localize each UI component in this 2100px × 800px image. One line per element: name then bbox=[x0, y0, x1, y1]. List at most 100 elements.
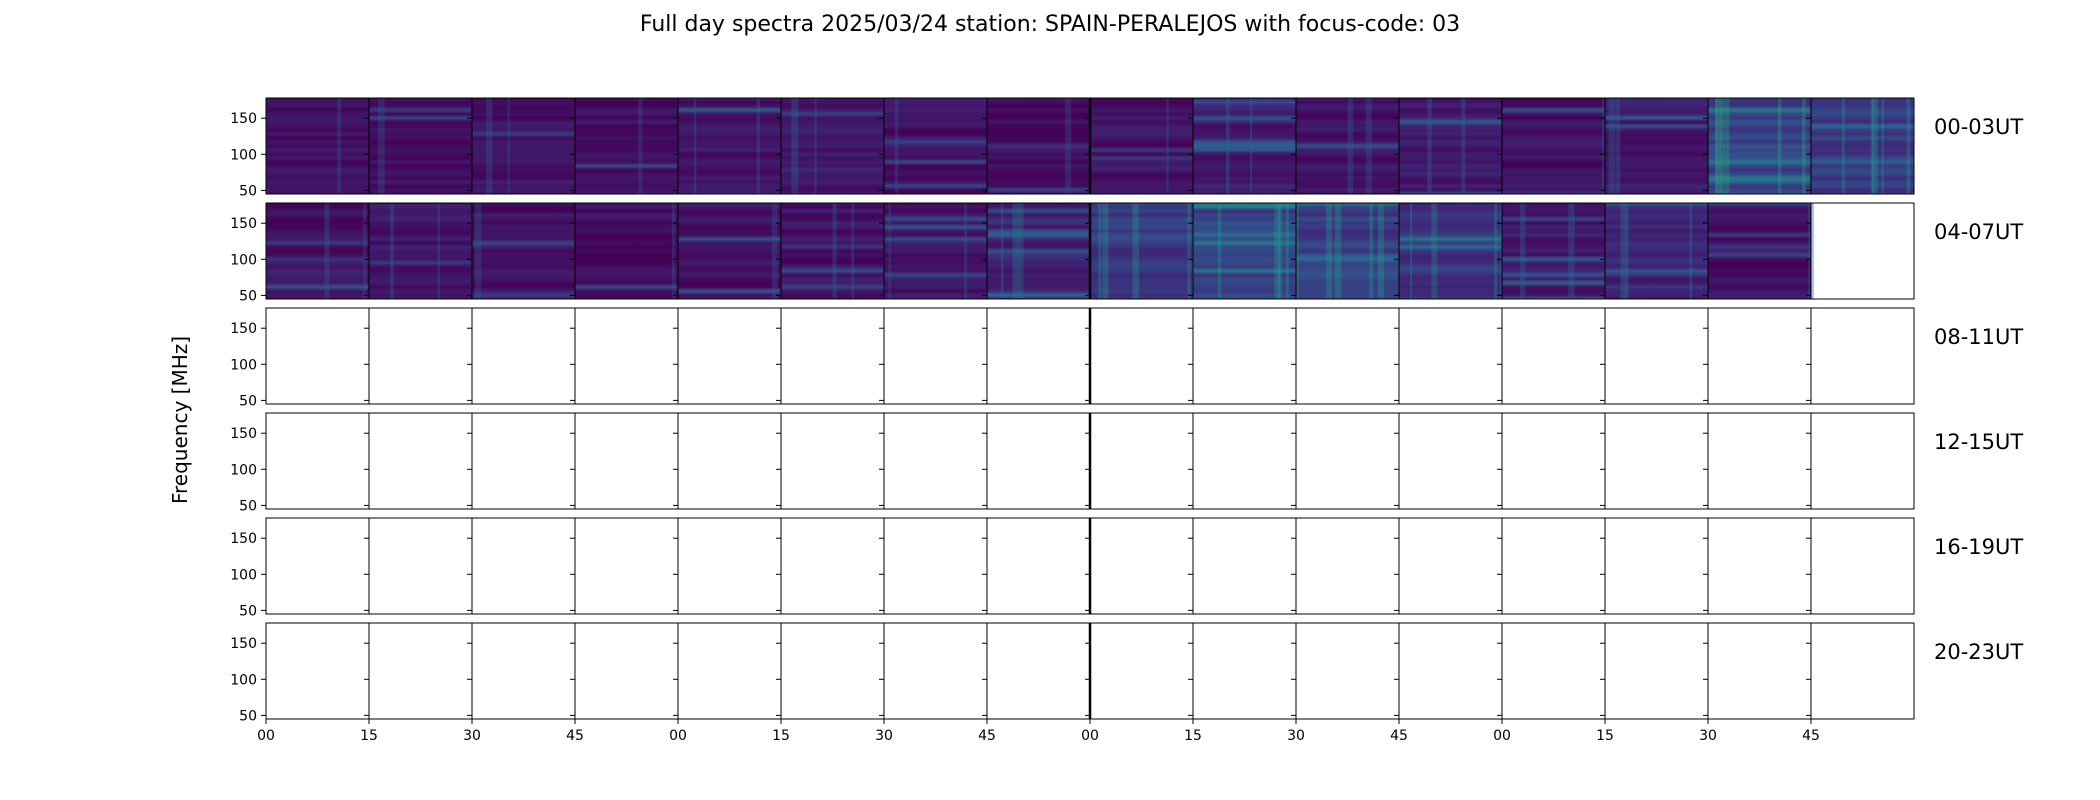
panel-frame bbox=[1501, 622, 1606, 720]
spectrum-stripe bbox=[1519, 203, 1526, 299]
panel-frame bbox=[368, 307, 473, 405]
panel-frame bbox=[883, 622, 988, 720]
panel-frame bbox=[780, 517, 885, 615]
spectrum-stripe bbox=[1132, 203, 1139, 299]
x-tick-label: 45 bbox=[1390, 728, 1408, 744]
spectrum-panel bbox=[1605, 98, 1708, 194]
panel-frame bbox=[1707, 307, 1812, 405]
panel-frame bbox=[1604, 517, 1709, 615]
x-tick-label: 15 bbox=[772, 728, 790, 744]
panel-frame bbox=[1295, 517, 1400, 615]
spectrum-stripe bbox=[1778, 98, 1782, 194]
x-tick-label: 15 bbox=[360, 728, 378, 744]
spectrum-stripe bbox=[485, 98, 493, 194]
y-tick-label: 150 bbox=[230, 216, 257, 232]
y-tick-label: 100 bbox=[230, 252, 257, 268]
spectrum-panel bbox=[987, 98, 1090, 194]
spectrum-stripe bbox=[1098, 203, 1102, 299]
spectrum-stripe bbox=[390, 203, 394, 299]
spectrum-stripe bbox=[888, 203, 891, 299]
panel-frame bbox=[574, 622, 679, 720]
panel-frame bbox=[780, 307, 885, 405]
spectrum-panel bbox=[266, 203, 369, 299]
spectrum-stripe bbox=[832, 203, 837, 299]
spectrum-stripe bbox=[1841, 98, 1845, 194]
row-label: 20-23UT bbox=[1934, 640, 2023, 664]
spectrum-panel bbox=[266, 98, 369, 194]
spectrum-panel bbox=[1708, 98, 1811, 194]
y-axes: 50 100 150 50 100 150 50 100 150 50 100 150 50 100 150… bbox=[230, 111, 1811, 724]
panel-frame bbox=[1398, 412, 1503, 510]
row-label: 16-19UT bbox=[1934, 535, 2023, 559]
panel-frame bbox=[1295, 307, 1400, 405]
spectrum-stripe bbox=[1347, 98, 1354, 194]
panel-frame bbox=[368, 622, 473, 720]
spectrum-panel bbox=[1193, 203, 1296, 299]
y-tick-label: 100 bbox=[230, 462, 257, 478]
panel-frame bbox=[1810, 307, 1915, 405]
row-label: 12-15UT bbox=[1934, 430, 2023, 454]
panel-frame bbox=[1810, 97, 1915, 195]
spectrum-stripe bbox=[894, 98, 899, 194]
spectrum-stripe bbox=[1377, 203, 1384, 299]
spectrum-panel bbox=[1708, 203, 1811, 299]
y-tick-label: 50 bbox=[239, 498, 257, 514]
panel-frame bbox=[1604, 307, 1709, 405]
spectrum-stripe bbox=[377, 98, 385, 194]
row-label: 08-11UT bbox=[1934, 325, 2023, 349]
spectrum-stripe bbox=[475, 203, 482, 299]
spectrum-stripe bbox=[1881, 98, 1884, 194]
panel-frame bbox=[1398, 622, 1503, 720]
spectrum-panel bbox=[1811, 98, 1914, 194]
panel-frame bbox=[1810, 202, 1915, 300]
panel-frame bbox=[1398, 307, 1503, 405]
spectrum-stripe bbox=[1187, 203, 1191, 299]
spectrum-stripe bbox=[1064, 98, 1072, 194]
panel-frame bbox=[1501, 307, 1606, 405]
x-tick-label: 45 bbox=[566, 728, 584, 744]
panel-frame bbox=[1810, 517, 1915, 615]
panel-frame bbox=[471, 307, 576, 405]
y-tick-label: 150 bbox=[230, 426, 257, 442]
spectrum-stripe bbox=[964, 203, 968, 299]
x-axis: 00 15 30 45 00 15 30 45 00 15 30 45 00 15 30 45 bbox=[257, 719, 1820, 744]
spectrum-stripe bbox=[1365, 98, 1372, 194]
y-tick-label: 50 bbox=[239, 603, 257, 619]
spectrum-stripe bbox=[1625, 203, 1629, 299]
x-tick-label: 00 bbox=[1493, 728, 1511, 744]
spectrum-panel bbox=[575, 98, 678, 194]
panel-frame bbox=[1192, 307, 1297, 405]
spectrum-panel bbox=[1502, 203, 1605, 299]
panel-frame bbox=[986, 622, 1091, 720]
y-tick-label: 50 bbox=[239, 393, 257, 409]
spectrum-stripe bbox=[507, 98, 510, 194]
panel-frame bbox=[1810, 622, 1915, 720]
spectrum-panel bbox=[369, 98, 472, 194]
row-labels: 00-03UT 04-07UT 08-11UT 12-15UT 16-19UT 20-23… bbox=[1934, 115, 2023, 664]
spectrum-stripe bbox=[851, 203, 854, 299]
x-tick-label: 45 bbox=[1802, 728, 1820, 744]
x-tick-label: 45 bbox=[978, 728, 996, 744]
spectrum-stripe bbox=[1719, 98, 1726, 194]
spectrum-panel bbox=[1399, 98, 1502, 194]
y-tick-label: 50 bbox=[239, 288, 257, 304]
panel-frame bbox=[677, 412, 782, 510]
panel-frame bbox=[1295, 412, 1400, 510]
panel-frame bbox=[471, 622, 576, 720]
spectrum-stripe bbox=[1225, 98, 1230, 194]
spectrum-stripe bbox=[1872, 98, 1879, 194]
panel-frame bbox=[1501, 412, 1606, 510]
panel-frame bbox=[1295, 622, 1400, 720]
y-tick-label: 100 bbox=[230, 567, 257, 583]
spectrum-stripe bbox=[1620, 203, 1627, 299]
spectrum-stripe bbox=[1715, 98, 1721, 194]
x-tick-label: 15 bbox=[1184, 728, 1202, 744]
spectrum-panel bbox=[1502, 98, 1605, 194]
y-tick-label: 150 bbox=[230, 636, 257, 652]
spectrum-stripe bbox=[671, 203, 676, 299]
panel-frame bbox=[471, 412, 576, 510]
spectrum-stripe bbox=[1725, 98, 1730, 194]
spectrum-panel bbox=[1296, 203, 1399, 299]
spectrum-stripe bbox=[363, 203, 366, 299]
